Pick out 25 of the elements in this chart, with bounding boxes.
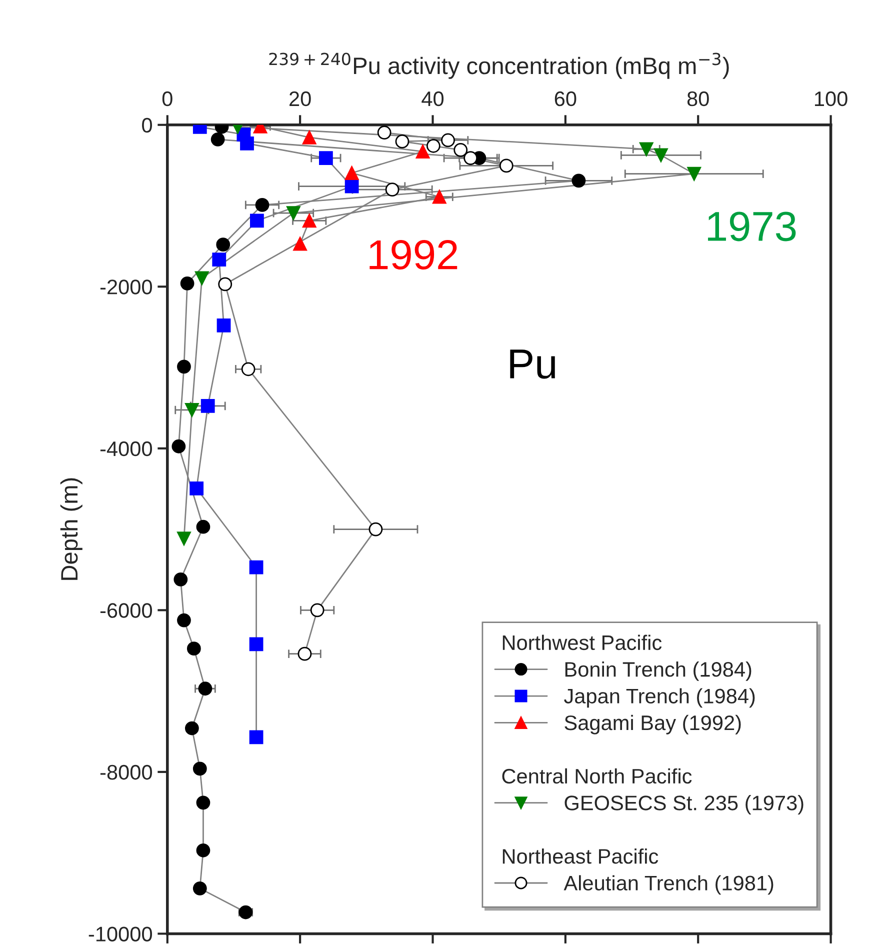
- annotation: Northwest Pacific: [502, 634, 662, 650]
- x-tick-label: 40: [422, 91, 444, 106]
- x-tick-label: 80: [687, 91, 709, 106]
- y-tick-label: -8000: [100, 764, 152, 780]
- x-tick-label: 20: [290, 91, 311, 106]
- y-tick-label: -6000: [100, 603, 152, 618]
- y-tick-label: 0: [142, 118, 152, 133]
- annotation: 1973: [708, 212, 796, 242]
- y-tick-label: -10000: [88, 926, 152, 942]
- annotation: Northeast Pacific: [502, 848, 658, 864]
- x-tick-label: 0: [162, 91, 172, 106]
- x-tick-label: 60: [554, 91, 576, 106]
- y-tick-label: -2000: [100, 280, 152, 294]
- x-axis-title: $^{239+240}$Pu activity concentration (mBq m$^{−3}$): [269, 52, 729, 79]
- x-tick-label: 100: [814, 91, 848, 106]
- legend-label: Japan Trench (1984): [564, 688, 755, 708]
- y-tick-label: -4000: [100, 441, 152, 456]
- annotation: Central North Pacific: [502, 768, 692, 784]
- legend-label: GEOSECS St. 235 (1973): [564, 795, 804, 814]
- legend-label: Bonin Trench (1984): [565, 661, 752, 681]
- y-axis-title: Depth (m): [60, 478, 82, 580]
- legend-label: Sagami Bay (1992): [564, 714, 741, 734]
- legend-label: Aleutian Trench (1981): [564, 875, 774, 895]
- annotation: 1992: [370, 240, 458, 270]
- annotation: Pu: [510, 350, 555, 379]
